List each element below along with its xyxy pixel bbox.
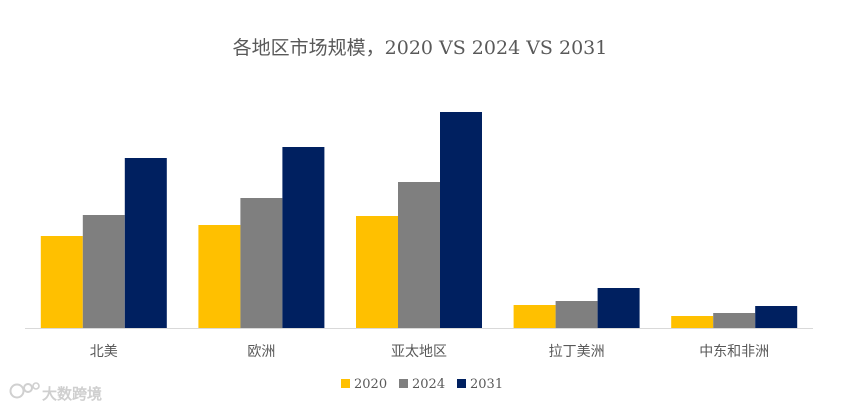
- bar-2024-3: [555, 301, 598, 328]
- watermark-text: 大数跨境: [42, 385, 102, 403]
- legend-item-2031: 2031: [457, 377, 503, 392]
- bar-2031-1: [282, 147, 325, 328]
- legend-label: 2020: [354, 377, 387, 392]
- legend-swatch: [399, 379, 408, 388]
- legend-item-2020: 2020: [341, 377, 387, 392]
- bar-2031-3: [597, 288, 640, 328]
- watermark: 大数跨境: [9, 382, 102, 403]
- bar-2024-1: [240, 198, 283, 328]
- legend-item-2024: 2024: [399, 377, 445, 392]
- x-tick-label: 北美: [90, 344, 118, 360]
- bar-2024-0: [82, 215, 125, 328]
- x-tick-label: 中东和非洲: [699, 344, 769, 360]
- legend-label: 2024: [412, 377, 445, 392]
- brand-logo-icon: [9, 382, 40, 399]
- legend: 2020 2024 2031: [341, 377, 503, 392]
- bar-2031-4: [755, 306, 798, 328]
- bar-2031-0: [124, 158, 167, 328]
- bar-2024-4: [713, 313, 756, 328]
- x-tick-labels: 北美 欧洲 亚太地区 拉丁美洲 中东和非洲: [90, 344, 769, 360]
- bar-2020-3: [513, 305, 556, 328]
- bars-layer: [40, 112, 798, 328]
- bar-2020-4: [671, 316, 714, 328]
- x-tick-label: 亚太地区: [391, 344, 447, 360]
- legend-label: 2031: [470, 377, 503, 392]
- bar-2020-1: [198, 225, 241, 328]
- bar-2031-2: [440, 112, 482, 328]
- legend-swatch: [457, 379, 466, 388]
- bar-2020-2: [356, 216, 398, 328]
- chart-title: 各地区市场规模，2020 VS 2024 VS 2031: [233, 37, 608, 59]
- x-tick-label: 欧洲: [247, 344, 275, 360]
- legend-swatch: [341, 379, 350, 388]
- bar-2020-0: [40, 236, 83, 328]
- x-tick-label: 拉丁美洲: [549, 344, 605, 360]
- bar-2024-2: [398, 182, 440, 328]
